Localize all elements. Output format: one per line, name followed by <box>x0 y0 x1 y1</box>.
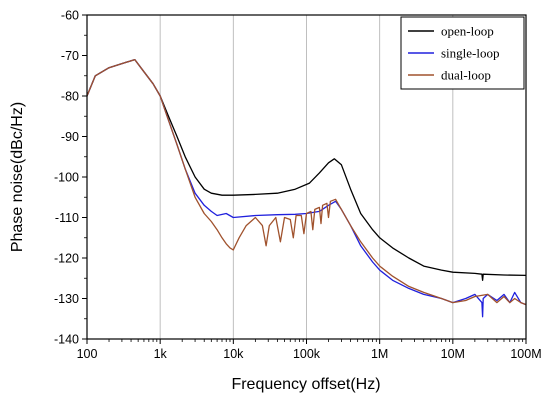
y-tick-label: -140 <box>54 333 79 347</box>
grid <box>159 15 454 339</box>
y-axis-title: Phase noise(dBc/Hz) <box>9 102 26 252</box>
series-layer <box>86 58 527 318</box>
x-tick-label: 100 <box>77 347 98 361</box>
x-tick-label: 10M <box>441 347 465 361</box>
y-tick-label: -70 <box>61 49 79 63</box>
x-axis-title: Frequency offset(Hz) <box>231 376 380 393</box>
legend-label: single-loop <box>441 46 500 61</box>
legend: open-loop single-loop dual-loop <box>400 16 525 90</box>
x-tick-label: 1M <box>371 347 388 361</box>
legend-label: open-loop <box>441 24 494 39</box>
x-tick-label: 1k <box>154 347 168 361</box>
y-tick-label: -60 <box>61 9 79 23</box>
x-tick-label: 100M <box>510 347 541 361</box>
legend-label: dual-loop <box>441 68 491 83</box>
x-tick-label: 100k <box>293 347 321 361</box>
y-tick-label: -130 <box>54 292 79 306</box>
y-tick-label: -120 <box>54 252 79 266</box>
y-tick-label: -90 <box>61 130 79 144</box>
ticks: 100 1k 10k 100k 1M 10M 100M -60 -70 -80 -90 -100 -11… <box>54 9 542 362</box>
x-tick-label: 10k <box>223 347 244 361</box>
y-tick-label: -80 <box>61 90 79 104</box>
y-tick-label: -100 <box>54 171 79 185</box>
y-tick-label: -110 <box>55 211 79 225</box>
series-line-dual-loop <box>86 58 527 306</box>
